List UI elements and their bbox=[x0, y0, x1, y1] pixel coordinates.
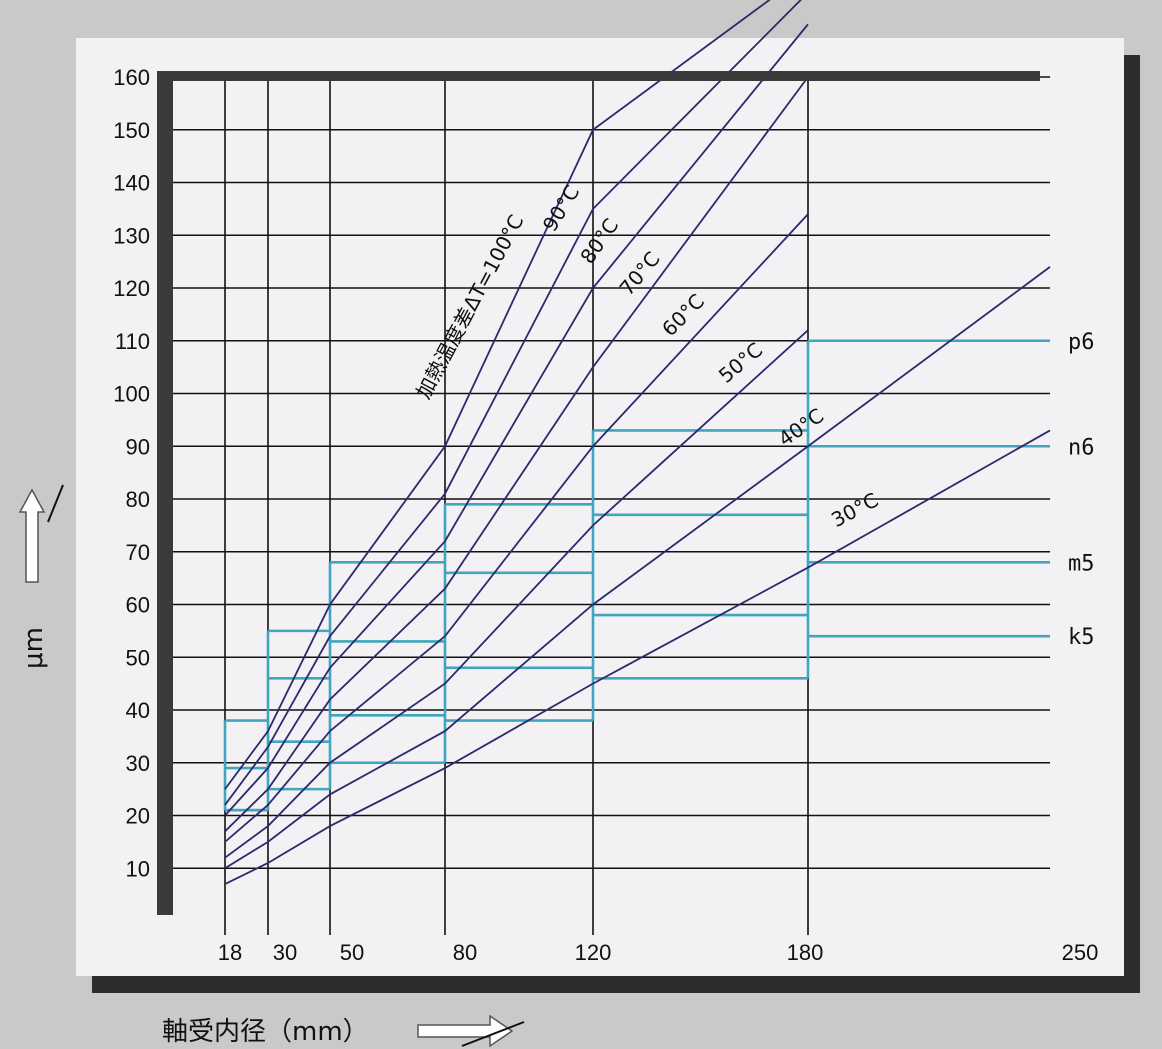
y-axis-bar bbox=[157, 71, 173, 915]
y-tick-label-160: 160 bbox=[113, 65, 150, 90]
y-tick-label-90: 90 bbox=[126, 434, 150, 459]
y-tick-label-130: 130 bbox=[113, 223, 150, 248]
temperature-curves bbox=[224, 0, 1051, 885]
temperature-curve-3 bbox=[224, 76, 809, 832]
y-tick-label-50: 50 bbox=[126, 645, 150, 670]
top-frame-bar bbox=[157, 71, 1040, 81]
y-tick-label-30: 30 bbox=[126, 751, 150, 776]
y-tick-label-150: 150 bbox=[113, 118, 150, 143]
temperature-curve-1 bbox=[224, 0, 802, 806]
x-tick-label-120: 120 bbox=[575, 940, 612, 965]
y-tick-label-110: 110 bbox=[115, 329, 150, 354]
y-axis-title: μm bbox=[19, 627, 49, 669]
y-tick-label-40: 40 bbox=[126, 698, 150, 723]
y-tick-label-80: 80 bbox=[126, 487, 150, 512]
y-tick-labels: 10 20 30 40 50 60 70 80 90 100 110 120 130 140 150 160 bbox=[113, 65, 150, 881]
temperature-curve-4 bbox=[224, 213, 809, 843]
x-tick-label-30: 30 bbox=[273, 940, 297, 965]
x-axis-title: 軸受内径（mm） bbox=[162, 1017, 369, 1047]
grade-labels: p6 n6 m5 k5 bbox=[1068, 330, 1095, 650]
y-tick-label-10: 10 bbox=[126, 856, 150, 881]
up-arrow-icon bbox=[18, 484, 64, 583]
grade-label-m5: m5 bbox=[1068, 551, 1095, 576]
y-tick-label-70: 70 bbox=[126, 540, 150, 565]
y-tick-label-60: 60 bbox=[126, 593, 150, 618]
x-tick-label-250: 250 bbox=[1062, 940, 1099, 965]
y-tick-label-20: 20 bbox=[126, 804, 150, 829]
x-tick-labels: 18 30 50 80 120 180 250 bbox=[218, 940, 1099, 965]
grade-label-k5: k5 bbox=[1068, 625, 1095, 650]
temperature-curve-2 bbox=[224, 23, 809, 817]
temperature-curve-6 bbox=[224, 266, 1051, 870]
x-tick-label-180: 180 bbox=[787, 940, 824, 965]
x-tick-label-80: 80 bbox=[453, 940, 477, 965]
y-tick-label-140: 140 bbox=[113, 171, 150, 196]
temperature-curve-0 bbox=[224, 0, 771, 790]
grade-label-p6: p6 bbox=[1068, 330, 1095, 355]
y-tick-label-100: 100 bbox=[113, 382, 150, 407]
y-tick-label-120: 120 bbox=[113, 276, 150, 301]
x-tick-label-18: 18 bbox=[218, 940, 242, 965]
temperature-curve-5 bbox=[224, 329, 809, 859]
x-tick-label-50: 50 bbox=[340, 940, 364, 965]
grade-label-n6: n6 bbox=[1068, 435, 1095, 460]
temperature-curve-7 bbox=[224, 429, 1051, 885]
right-arrow-icon bbox=[417, 1014, 525, 1048]
